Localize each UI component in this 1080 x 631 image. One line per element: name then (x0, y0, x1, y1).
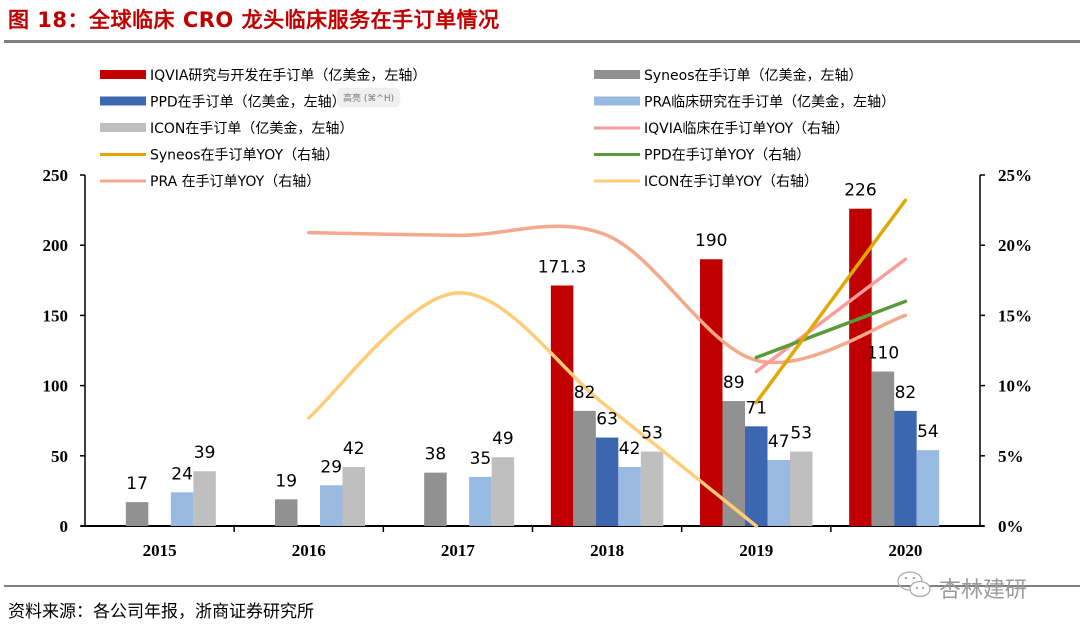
bar-data-label: 53 (790, 424, 812, 444)
bar-data-label: 71 (745, 398, 767, 418)
right-tick-label: 15% (998, 306, 1032, 325)
bar (790, 451, 813, 526)
bar-data-label: 38 (425, 445, 447, 465)
legend-swatch (100, 70, 146, 79)
bar (125, 502, 149, 526)
legend-label: IQVIA临床在手订单YOY（右轴） (644, 121, 849, 137)
bar-data-label: 82 (574, 383, 596, 403)
legend-label: PRA临床研究在手订单（亿美金，左轴） (644, 95, 895, 111)
bar (871, 371, 895, 526)
bar (722, 401, 745, 526)
figure-title: 图 18：全球临床 CRO 龙头临床服务在手订单情况 (8, 8, 500, 32)
bar-data-label: 110 (867, 344, 899, 364)
bar-data-label: 42 (619, 439, 641, 459)
bar (640, 451, 664, 526)
legend-label: PRA 在手订单YOY（右轴） (150, 174, 320, 190)
data-labels: 171.3 190 226 17 19 38 82 89 110 63 71 82 24 29 35 42 47… (126, 181, 938, 494)
right-tick-label: 25% (998, 166, 1032, 185)
bar-data-label: 39 (194, 443, 216, 463)
legend-swatch (100, 123, 146, 132)
bar (745, 426, 768, 526)
x-tick-label: 2020 (888, 541, 922, 560)
legend: IQVIA研究与开发在手订单（亿美金，左轴） PPD在手订单（亿美金，左轴） ICO… (100, 68, 895, 190)
legend-label: ICON在手订单YOY（右轴） (644, 174, 818, 190)
bar (573, 410, 596, 526)
watermark-text: 杏林建研 (939, 578, 1028, 603)
source-note: 资料来源：各公司年报，浙商证券研究所 (8, 602, 314, 622)
bar (894, 410, 917, 526)
legend-label: IQVIA研究与开发在手订单（亿美金，左轴） (150, 68, 426, 84)
bar (767, 460, 790, 526)
bar-data-label: 226 (844, 181, 876, 201)
wechat-icon (895, 568, 935, 608)
bar (320, 485, 343, 526)
x-tick-label: 2015 (143, 541, 177, 560)
bar-data-label: 82 (895, 383, 917, 403)
bar-data-label: 89 (723, 373, 745, 393)
legend-label: PPD在手订单YOY（右轴） (644, 148, 810, 164)
bar (618, 467, 641, 526)
legend-label: PPD在手订单（亿美金，左轴） (150, 95, 346, 111)
bar-data-label: 24 (171, 464, 193, 484)
legend-label: ICON在手订单（亿美金，左轴） (150, 121, 353, 137)
bar (469, 476, 492, 526)
bar-data-label: 171.3 (538, 257, 587, 277)
left-tick-label: 250 (43, 166, 69, 185)
bar-data-label: 47 (768, 432, 790, 452)
right-tick-label: 10% (998, 377, 1032, 396)
bar-data-label: 19 (275, 471, 297, 491)
bar (700, 259, 723, 526)
x-tick-label: 2018 (590, 541, 624, 560)
x-tick-label: 2019 (739, 541, 773, 560)
bar (342, 467, 365, 526)
bar (849, 208, 872, 527)
bottom-rule (4, 585, 1080, 587)
bar (595, 437, 619, 526)
bar (424, 472, 447, 526)
legend-swatch (100, 96, 146, 106)
bar-data-label: 17 (126, 474, 148, 494)
bar-data-label: 49 (492, 429, 514, 449)
bar-data-label: 29 (320, 457, 342, 477)
bar (275, 499, 298, 526)
bar-data-label: 190 (695, 231, 727, 251)
bar (491, 457, 515, 526)
yoy-line (307, 291, 758, 528)
highlight-tooltip: 高亮 (⌘^H) (338, 89, 400, 106)
left-tick-label: 200 (43, 236, 69, 255)
x-tick-label: 2017 (441, 541, 476, 560)
left-tick-label: 0 (60, 517, 69, 536)
legend-swatch (594, 70, 640, 79)
legend-label: Syneos在手订单YOY（右轴） (150, 148, 339, 164)
bar-data-label: 42 (343, 439, 365, 459)
axes: 0 50 100 150 200 250 0% 5% 10% 15% 20% 25% 2015 2016 2… (43, 166, 1033, 560)
top-rule (4, 40, 1080, 43)
bar (916, 450, 940, 526)
bars (125, 208, 940, 527)
yoy-line (754, 299, 908, 360)
left-tick-label: 50 (51, 447, 68, 466)
left-tick-label: 100 (43, 377, 69, 396)
bar-data-label: 35 (470, 449, 492, 469)
bar-data-label: 53 (641, 424, 663, 444)
bar (170, 492, 194, 526)
legend-label: Syneos在手订单（亿美金，左轴） (644, 68, 863, 84)
bar-data-label: 54 (917, 422, 939, 442)
x-tick-label: 2016 (292, 541, 326, 560)
right-tick-label: 5% (998, 447, 1024, 466)
bar (193, 471, 216, 526)
left-tick-label: 150 (43, 306, 69, 325)
legend-swatch (594, 96, 640, 106)
yoy-line (754, 257, 908, 374)
bar (550, 285, 574, 526)
right-tick-label: 20% (998, 236, 1032, 255)
bar-data-label: 63 (596, 410, 618, 430)
watermark: 杏林建研 (895, 568, 1027, 608)
lines (307, 198, 908, 528)
yoy-line (754, 198, 908, 405)
yoy-line (307, 224, 908, 365)
right-tick-label: 0% (998, 517, 1024, 536)
